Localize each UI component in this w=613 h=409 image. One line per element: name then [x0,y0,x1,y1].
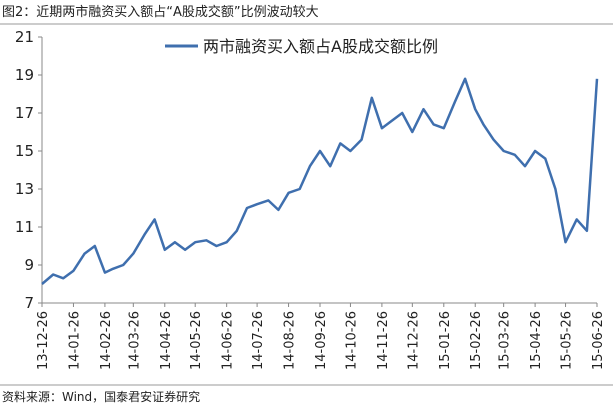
line-series [41,77,599,285]
x-tick-label: 15-05-26 [560,311,575,370]
x-tick-label: 15-06-26 [591,311,606,370]
legend-label: 两市融资买入额占A股成交额比例 [203,37,438,56]
x-tick-label: 14-09-26 [314,311,329,370]
y-tick-label: 15 [15,142,34,160]
y-tick-label: 21 [15,28,34,46]
y-tick-label: 9 [24,256,34,274]
x-tick-label: 14-08-26 [283,311,298,370]
x-tick-label: 14-01-26 [67,311,82,370]
x-tick-label: 14-02-26 [99,311,114,370]
y-tick-label: 13 [15,180,34,198]
y-tick-label: 7 [24,294,34,312]
x-tick-label: 15-01-26 [438,311,453,370]
chart-title: 图2：近期两市融资买入额占“A股成交额”比例波动较大 [2,4,319,20]
x-tick-label: 15-03-26 [498,311,513,370]
y-tick-label: 17 [15,104,34,122]
x-tick-label: 14-03-26 [127,311,142,370]
x-tick-label: 14-05-26 [189,311,204,370]
x-tick-label: 14-12-26 [406,311,421,370]
x-tick-label: 14-11-26 [376,311,391,370]
x-tick-label: 15-04-26 [529,311,544,370]
x-tick-label: 14-04-26 [159,311,174,370]
x-tick-label: 13-12-26 [36,311,51,370]
source: 资料来源：Wind，国泰君安证券研究 [2,389,200,404]
x-tick-label: 14-10-26 [344,311,359,370]
y-tick-label: 11 [15,218,34,236]
x-tick-label: 14-06-26 [221,311,236,370]
y-tick-label: 19 [15,66,34,84]
x-tick-label: 14-07-26 [251,311,266,370]
x-tick-label: 15-02-26 [469,311,484,370]
